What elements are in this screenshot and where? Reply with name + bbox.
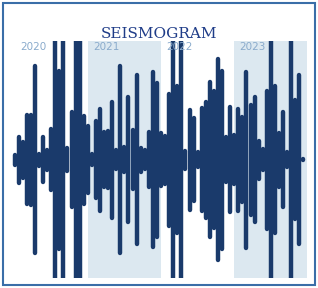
Bar: [234, 41, 308, 278]
Text: 2023: 2023: [239, 41, 266, 52]
Text: 2022: 2022: [166, 41, 192, 52]
Bar: [88, 41, 161, 278]
Text: 2020: 2020: [20, 41, 46, 52]
Text: 2021: 2021: [93, 41, 119, 52]
Text: SEISMOGRAM: SEISMOGRAM: [101, 27, 217, 41]
